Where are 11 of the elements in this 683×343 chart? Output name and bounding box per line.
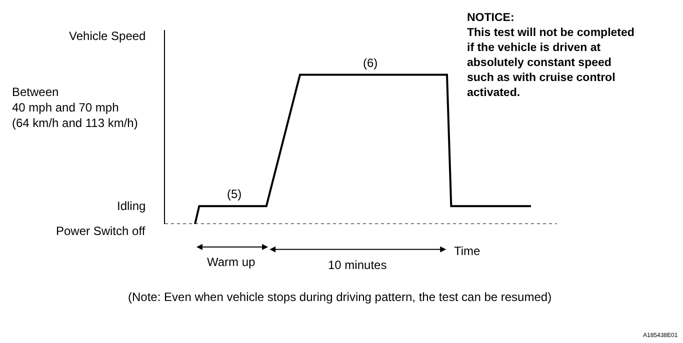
text: 10 minutes [328, 258, 387, 272]
y-axis-title: Vehicle Speed [69, 29, 146, 43]
text: Idling [117, 199, 146, 213]
text: Between 40 mph and 70 mph (64 km/h and 113 km/h) [12, 85, 138, 130]
text: Warm up [207, 255, 256, 269]
annotation: NOTICE: This test will not be completed if the vehicle is driven at absolutely constant speed such as with cruise control activated. [467, 12, 634, 99]
text: (Note: Even when vehicle stops during driving pattern, the test can be resumed) [128, 290, 552, 304]
text: Power Switch off [56, 224, 146, 238]
annotation: (6) [363, 56, 378, 70]
annotation: (5) [227, 187, 242, 201]
x-axis-title: Time [454, 244, 481, 258]
